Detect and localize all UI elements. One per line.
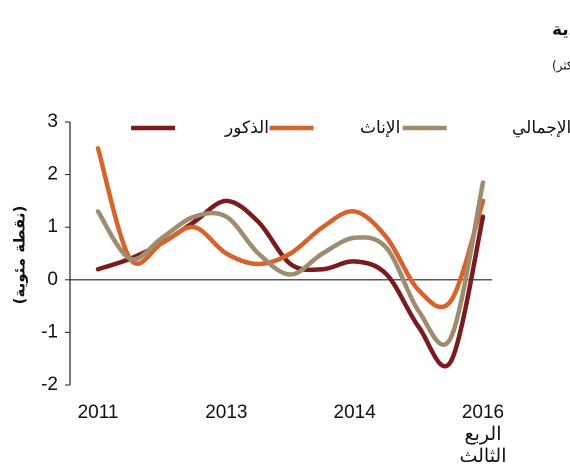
x-tick-label: 2013 bbox=[205, 402, 248, 423]
x-tick-label-box: 2011 bbox=[77, 402, 119, 423]
y-tick-label: 2 bbox=[47, 164, 58, 185]
chart-title: الشكل 2: تحسن كبير في معدل مشاركة قوة ال… bbox=[552, 20, 570, 40]
y-tick-label: 3 bbox=[47, 111, 58, 132]
chart-subtitle: (التغيير السنوي، 15 سنة فأكثر) bbox=[552, 57, 570, 74]
y-tick-label: 0 bbox=[47, 269, 58, 290]
x-tick-label: 2011 bbox=[77, 402, 119, 423]
series-line bbox=[95, 146, 486, 310]
y-tick-label: -1 bbox=[41, 321, 58, 342]
series-line bbox=[95, 198, 486, 369]
legend-label: الإجمالي bbox=[512, 118, 570, 138]
legend-label: الإناث bbox=[360, 118, 400, 138]
legend-label: الذكور bbox=[224, 118, 269, 138]
x-tick-label-box: 2013 bbox=[205, 402, 248, 423]
x-tick-label: 2014 bbox=[333, 402, 376, 423]
series-line bbox=[95, 180, 486, 347]
y-axis-label: (نقطة مئوية) bbox=[11, 206, 29, 305]
y-tick-label: -2 bbox=[41, 374, 58, 395]
y-tick-label: 1 bbox=[47, 216, 58, 237]
x-tick-label-box: 2014 bbox=[333, 402, 376, 423]
x-tick-label-box: 2016 الربع الثالث bbox=[459, 402, 507, 462]
x-tick-label: 2016 الربع الثالث bbox=[459, 402, 507, 462]
